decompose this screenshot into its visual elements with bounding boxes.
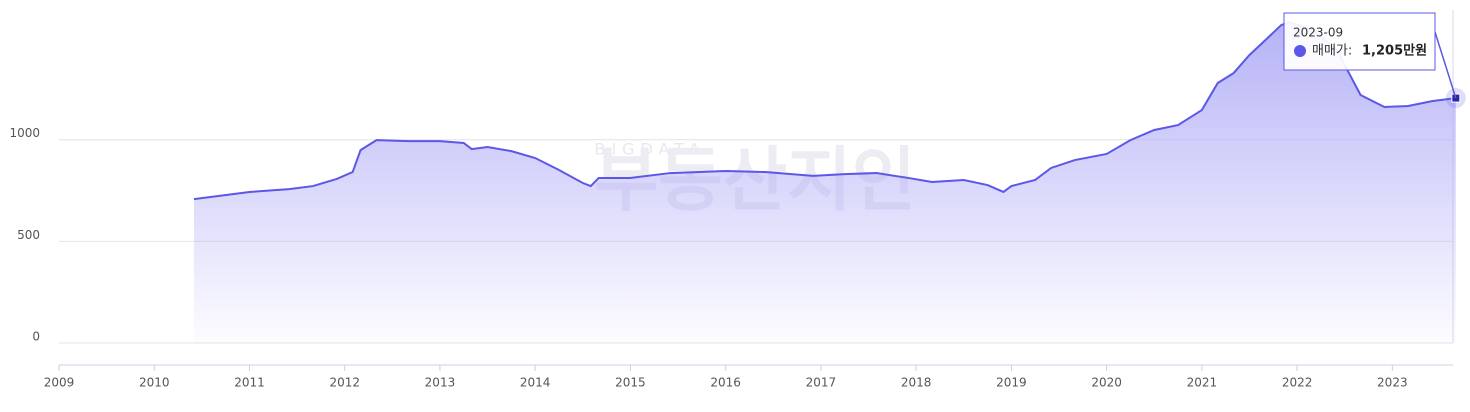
- x-tick-label: 2009: [44, 376, 75, 390]
- area: [193, 22, 1456, 344]
- x-tick-label: 2012: [329, 376, 360, 390]
- tooltip-date: 2023-09: [1293, 26, 1343, 40]
- x-tick-label: 2022: [1282, 376, 1313, 390]
- y-tick-label: 500: [17, 228, 40, 242]
- tooltip-swatch: [1294, 45, 1306, 57]
- tooltip-leader: [1434, 31, 1457, 99]
- tooltip-value: 1,205만원: [1362, 43, 1427, 59]
- y-tick-label: 1000: [9, 126, 40, 140]
- x-tick-label: 2011: [234, 376, 265, 390]
- watermark-sub: BIGDATA: [594, 140, 705, 159]
- x-tick-label: 2019: [996, 376, 1027, 390]
- x-tick-label: 2013: [425, 376, 456, 390]
- tooltip-series: 매매가:: [1312, 44, 1352, 59]
- line: [193, 20, 1456, 201]
- x-tick-label: 2016: [710, 376, 741, 390]
- x-tick-label: 2015: [615, 376, 646, 390]
- x-tick-label: 2010: [139, 376, 170, 390]
- x-tick-label: 2018: [901, 376, 932, 390]
- x-tick-label: 2023: [1377, 376, 1408, 390]
- x-tick-label: 2014: [520, 376, 551, 390]
- tooltip-box: [1283, 12, 1436, 71]
- x-tick-label: 2020: [1091, 376, 1122, 390]
- tooltip: 2023-09 매매가: 1,205만원: [1283, 12, 1436, 71]
- x-tick-label: 2017: [806, 376, 837, 390]
- y-tick-label: 0: [32, 330, 40, 344]
- x-tick-label: 2021: [1187, 376, 1218, 390]
